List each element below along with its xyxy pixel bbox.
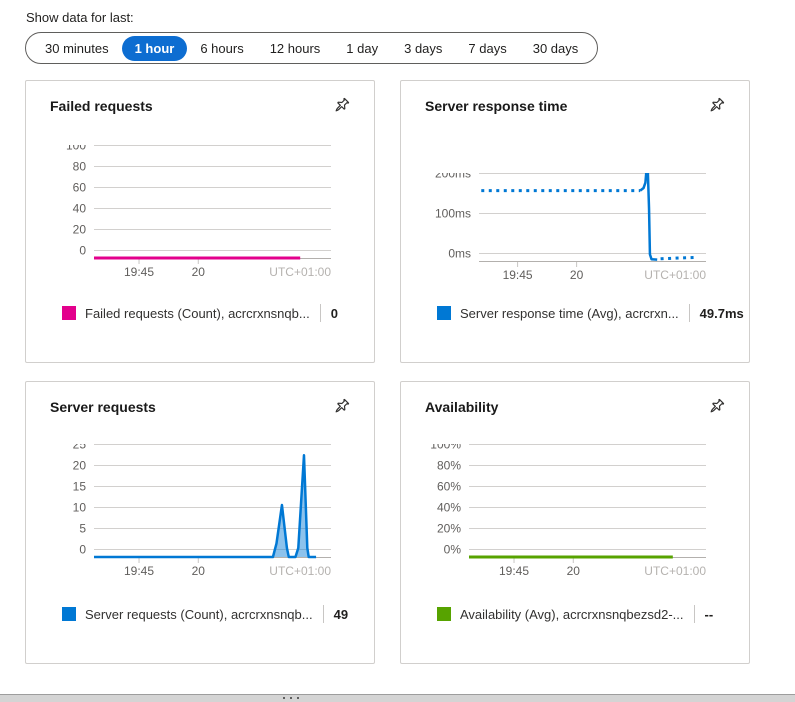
x-axis-tick-label: 20: [567, 564, 581, 578]
legend-swatch: [62, 306, 76, 320]
timezone-label: UTC+01:00: [644, 268, 706, 282]
legend-divider: [322, 605, 324, 623]
chart-plot-server-requests: 25 20 15 10 5 0 19:45 20 UTC+01:00: [50, 438, 332, 588]
chart-svg: 200ms 100ms 0ms 19:45 20 UTC+01:00: [435, 157, 706, 282]
legend-label: Failed requests (Count), acrcrxnsnqb...: [85, 305, 310, 321]
chart-plot-failed-requests: 100 80 60 40 20 0 19:45 20 UTC+01:00: [50, 139, 331, 289]
timezone-label: UTC+01:00: [644, 564, 706, 578]
bottom-splitter-bar[interactable]: [0, 694, 795, 702]
chart-plot-availability: 100% 80% 60% 40% 20% 0% 19:45 20 UTC+01:00: [425, 438, 706, 588]
legend-swatch: [62, 607, 76, 621]
metric-card-server-response-time: Server response time 200ms 100ms 0ms 19:45 2…: [400, 80, 750, 363]
chart-svg: 25 20 15 10 5 0 19:45 20 UTC+01:00: [73, 438, 332, 579]
x-axis-tick-label: 20: [570, 268, 584, 282]
legend-swatch: [437, 607, 451, 621]
legend[interactable]: Server response time (Avg), acrcrxn... 4…: [437, 303, 744, 323]
metric-card-availability: Availability 100% 80% 60% 40% 20% 0% 19:45 20 UT…: [400, 381, 750, 664]
y-axis-tick-label: 10: [73, 501, 87, 515]
y-axis-tick-label: 5: [79, 522, 86, 536]
pin-button[interactable]: [703, 395, 729, 421]
pin-icon: [710, 398, 725, 412]
y-axis-tick-label: 20: [73, 223, 87, 237]
show-data-for-last-label: Show data for last:: [26, 10, 134, 25]
legend-value: 0: [330, 305, 338, 321]
metric-card-failed-requests: Failed requests 100 80 60 40 20 0 19:45 20 UTC+0…: [25, 80, 375, 363]
legend-label: Availability (Avg), acrcrxnsnqbezsd2-...: [460, 606, 684, 622]
chart-title: Failed requests: [50, 98, 153, 114]
y-axis-tick-label: 100: [66, 145, 86, 153]
chart-title: Availability: [425, 399, 499, 415]
time-range-1-day[interactable]: 1 day: [333, 36, 391, 61]
chart-svg: 100% 80% 60% 40% 20% 0% 19:45 20 UTC+01:00: [430, 438, 706, 579]
series-line: [94, 454, 317, 559]
y-axis-tick-label: 60: [73, 181, 87, 195]
drag-handle-dots-icon[interactable]: [283, 697, 299, 699]
legend-swatch: [437, 306, 451, 320]
y-axis-tick-label: 40%: [437, 501, 461, 515]
time-range-1-hour[interactable]: 1 hour: [121, 35, 188, 61]
legend-divider: [693, 605, 695, 623]
y-axis-tick-label: 40: [73, 202, 87, 216]
chart-title: Server requests: [50, 399, 156, 415]
x-axis-tick-label: 20: [192, 265, 206, 279]
y-axis-tick-label: 0: [79, 543, 86, 557]
time-range-3-days[interactable]: 3 days: [391, 36, 455, 61]
y-axis-tick-label: 200ms: [435, 173, 471, 181]
chart-title: Server response time: [425, 98, 568, 114]
legend-label: Server response time (Avg), acrcrxn...: [460, 305, 679, 321]
x-axis-tick-label: 19:45: [499, 564, 529, 578]
timezone-label: UTC+01:00: [269, 564, 331, 578]
y-axis-tick-label: 80%: [437, 459, 461, 473]
y-axis-tick-label: 0%: [444, 543, 462, 557]
pin-icon: [335, 398, 350, 412]
pin-button[interactable]: [703, 94, 729, 120]
x-axis-tick-label: 19:45: [124, 265, 154, 279]
legend-divider: [319, 304, 321, 322]
y-axis-tick-label: 60%: [437, 480, 461, 494]
x-axis-tick-label: 19:45: [503, 268, 533, 282]
series-line: [639, 157, 658, 261]
y-axis-tick-label: 100%: [430, 444, 461, 452]
x-axis-tick-label: 19:45: [124, 564, 154, 578]
pin-icon: [335, 97, 350, 111]
series-line: [660, 255, 695, 261]
pin-button[interactable]: [328, 94, 354, 120]
legend[interactable]: Availability (Avg), acrcrxnsnqbezsd2-...…: [437, 604, 713, 624]
y-axis-tick-label: 25: [73, 444, 87, 452]
time-range-12-hours[interactable]: 12 hours: [257, 36, 334, 61]
legend-value: 49: [333, 606, 349, 622]
chart-plot-server-response-time: 200ms 100ms 0ms 19:45 20 UTC+01:00: [425, 157, 706, 292]
legend-label: Server requests (Count), acrcrxnsnqb...: [85, 606, 313, 622]
metric-card-server-requests: Server requests 25 20 15 10 5 0 19:45 20 UTC+01:…: [25, 381, 375, 664]
time-range-30-minutes[interactable]: 30 minutes: [32, 36, 122, 61]
pin-button[interactable]: [328, 395, 354, 421]
time-range-30-days[interactable]: 30 days: [520, 36, 592, 61]
y-axis-tick-label: 15: [73, 480, 87, 494]
timezone-label: UTC+01:00: [269, 265, 331, 279]
y-axis-tick-label: 100ms: [435, 207, 471, 221]
y-axis-tick-label: 80: [73, 160, 87, 174]
legend[interactable]: Failed requests (Count), acrcrxnsnqb... …: [62, 303, 338, 323]
y-axis-tick-label: 20: [73, 459, 87, 473]
y-axis-tick-label: 0ms: [448, 247, 471, 261]
y-axis-tick-label: 0: [79, 244, 86, 258]
chart-svg: 100 80 60 40 20 0 19:45 20 UTC+01:00: [66, 139, 331, 280]
legend-value: 49.7ms: [699, 305, 744, 321]
time-range-selector: 30 minutes 1 hour 6 hours 12 hours 1 day…: [25, 32, 599, 64]
time-range-6-hours[interactable]: 6 hours: [187, 36, 256, 61]
legend[interactable]: Server requests (Count), acrcrxnsnqb... …: [62, 604, 348, 624]
time-range-7-days[interactable]: 7 days: [455, 36, 519, 61]
x-axis-tick-label: 20: [192, 564, 206, 578]
legend-divider: [688, 304, 690, 322]
legend-value: --: [704, 606, 714, 622]
pin-icon: [710, 97, 725, 111]
y-axis-tick-label: 20%: [437, 522, 461, 536]
